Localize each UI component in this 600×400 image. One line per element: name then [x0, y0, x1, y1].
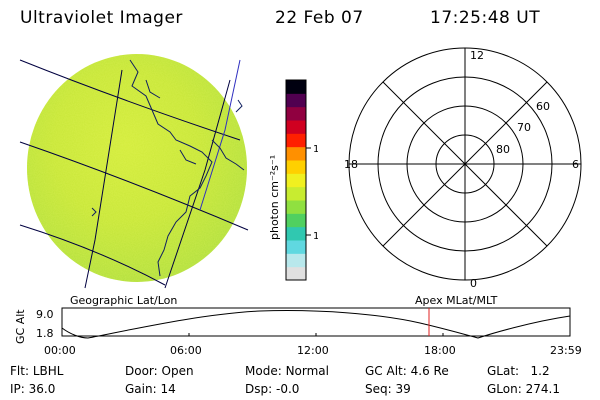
status-gain-value: 14 [160, 382, 176, 396]
orbit-xtick-1800: 18:00 [424, 344, 456, 357]
polar-caption: Apex MLat/MLT [415, 294, 498, 307]
status-mode-label: Mode: [245, 364, 282, 378]
status-gain: Gain: 14 [125, 382, 176, 396]
status-mode-value: Normal [285, 364, 329, 378]
colorbar-stripe [286, 226, 306, 241]
mlat-label-60: 60 [536, 100, 550, 113]
colorbar-stripe [286, 80, 306, 94]
mlt-label-6: 6 [572, 158, 579, 171]
status-glon: GLon: 274.1 [487, 382, 560, 396]
polar-spokes [349, 48, 581, 280]
status-glon-value: 274.1 [525, 382, 560, 396]
mlt-label-12: 12 [470, 49, 484, 62]
status-seq: Seq: 39 [365, 382, 411, 396]
status-flt-value: LBHL [32, 364, 64, 378]
mlt-label-0: 0 [470, 277, 477, 290]
uv-image-panel[interactable] [0, 40, 250, 290]
colorbar-stripe [286, 266, 306, 281]
coastline [91, 59, 245, 277]
status-glat-label: GLat: [487, 364, 520, 378]
orbit-xtick-0600: 06:00 [170, 344, 202, 357]
status-door: Door: Open [125, 364, 194, 378]
status-door-value: Open [161, 364, 194, 378]
orbit-x-ticks [188, 333, 444, 336]
geo-grid-blue [199, 59, 241, 211]
status-glat: GLat: 1.2 [487, 364, 550, 378]
status-flt: Flt: LBHL [10, 364, 63, 378]
colorbar-stripe [286, 146, 306, 161]
status-ip-label: IP: [10, 382, 25, 396]
colorbar-stripe [286, 160, 306, 174]
colorbar-stripe [286, 93, 306, 108]
status-flt-label: Flt: [10, 364, 29, 378]
image-caption: Geographic Lat/Lon [70, 294, 178, 307]
mlat-label-80: 80 [496, 143, 510, 156]
status-ip-value: 36.0 [28, 382, 56, 396]
colorbar-stripe [286, 120, 306, 134]
colorbar-stripe [286, 200, 306, 214]
status-seq-label: Seq: [365, 382, 392, 396]
colorbar-stripe [286, 106, 306, 121]
colorbar-stripe [286, 186, 306, 201]
disk-texture [27, 54, 247, 282]
status-gc-alt-value: 4.6 Re [410, 364, 449, 378]
mlt-label-18: 18 [344, 158, 358, 171]
orbit-xtick-2359: 23:59 [550, 344, 582, 357]
colorbar-stripe [286, 213, 306, 228]
header-time: 17:25:48 UT [430, 8, 541, 28]
status-seq-value: 39 [395, 382, 411, 396]
mlat-label-70: 70 [517, 121, 531, 134]
status-dsp: Dsp: -0.0 [245, 382, 299, 396]
header-date: 22 Feb 07 [275, 8, 364, 28]
status-door-label: Door: [125, 364, 158, 378]
geo-grid-lines [19, 59, 249, 289]
status-mode: Mode: Normal [245, 364, 329, 378]
colorbar-stripe [286, 133, 306, 148]
status-dsp-value: -0.0 [275, 382, 300, 396]
mlat-mlt-polar-plot[interactable]: 12 6 0 18 60 70 80 [330, 40, 600, 290]
status-glon-label: GLon: [487, 382, 522, 396]
colorbar-stripes [286, 80, 306, 281]
status-ip: IP: 36.0 [10, 382, 55, 396]
colorbar-stripe [286, 173, 306, 188]
colorbar-stripe [286, 240, 306, 254]
orbit-ylabel: GC Alt [14, 309, 27, 344]
orbit-ytick-9: 9.0 [36, 308, 54, 321]
orbit-ytick-1-8: 1.8 [36, 327, 54, 340]
status-gain-label: Gain: [125, 382, 157, 396]
colorbar-frame [285, 79, 307, 281]
status-dsp-label: Dsp: [245, 382, 273, 396]
colorbar-tick-label-10: 10 [313, 231, 318, 242]
app-title: Ultraviolet Imager [20, 8, 183, 28]
orbit-xtick-1200: 12:00 [297, 344, 329, 357]
colorbar-stripe [286, 253, 306, 268]
status-glat-value: 1.2 [530, 364, 550, 378]
orbit-xtick-0000: 00:00 [44, 344, 76, 357]
colorbar: 100 10 photon cm⁻²s⁻¹ [268, 79, 318, 281]
orbit-altitude-panel[interactable]: 9.0 1.8 GC Alt 00:00 06:00 12:00 18:00 2… [0, 290, 600, 360]
status-gc-alt-label: GC Alt: [365, 364, 407, 378]
orbit-frame [61, 307, 571, 337]
status-gc-alt: GC Alt: 4.6 Re [365, 364, 449, 378]
colorbar-tick-label-100: 100 [313, 144, 318, 155]
altitude-curve [61, 310, 571, 339]
colorbar-unit-label: photon cm⁻²s⁻¹ [268, 155, 281, 240]
